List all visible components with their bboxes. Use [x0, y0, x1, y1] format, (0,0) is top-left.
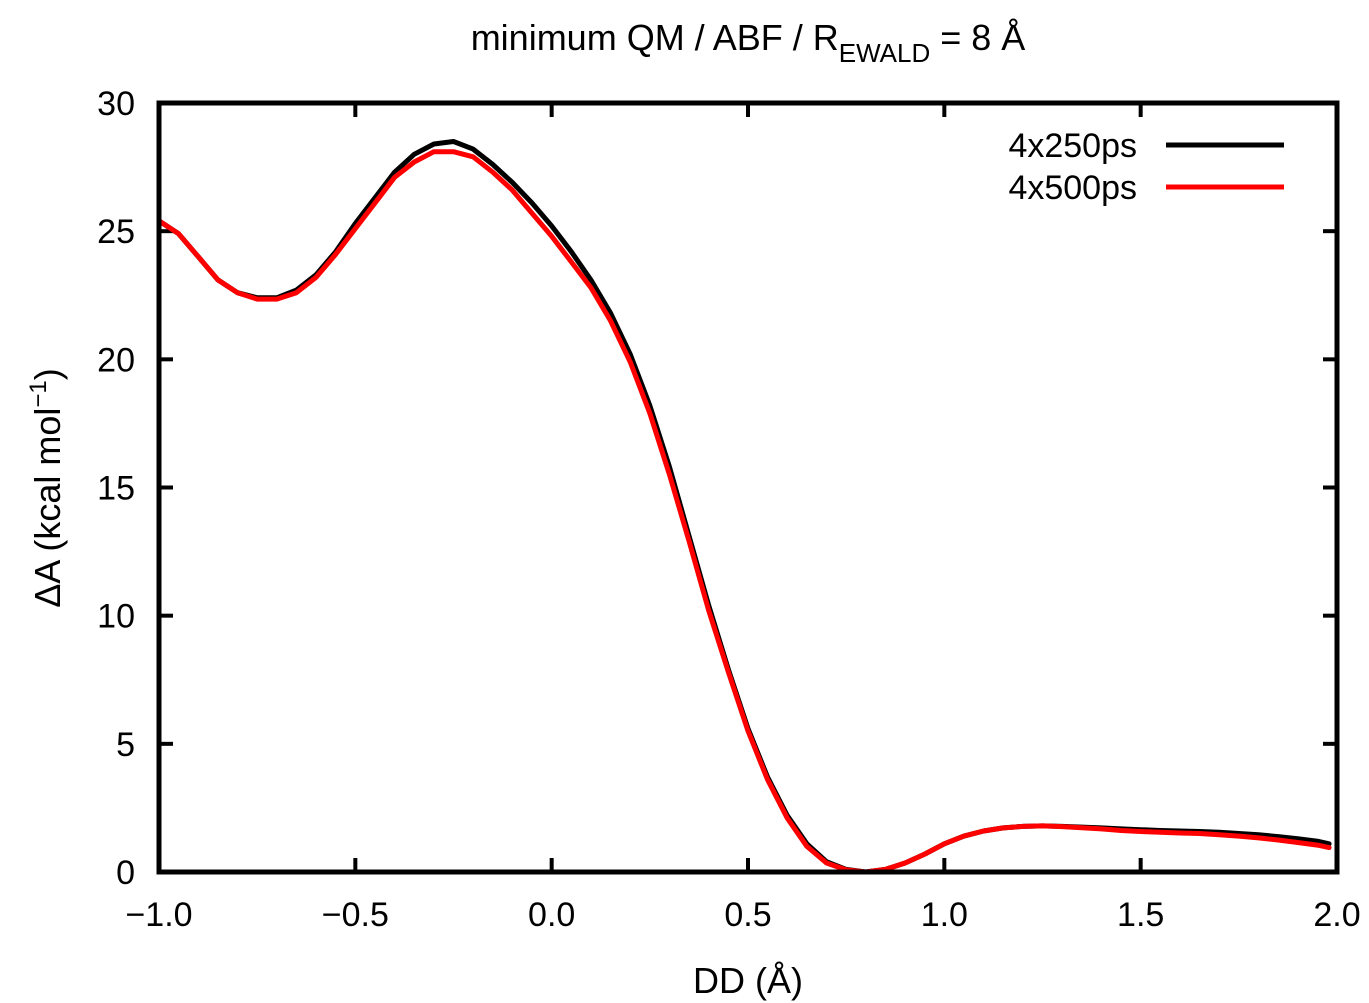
- legend-label: 4x500ps: [1008, 169, 1137, 207]
- y-axis-label-main: ΔA (kcal mol: [27, 408, 68, 608]
- legend: 4x250ps 4x500ps: [1008, 127, 1284, 207]
- y-tick-label: 0: [116, 854, 135, 892]
- y-tick-label: 15: [97, 470, 135, 508]
- chart-title-prefix: minimum QM / ABF / R: [471, 17, 839, 58]
- chart-title-suffix: = 8 Å: [930, 17, 1025, 58]
- y-axis-label-superscript: −1: [25, 380, 52, 407]
- y-axis-label: ΔA (kcal mol−1): [25, 368, 68, 607]
- chart-title: minimum QM / ABF / REWALD = 8 Å: [471, 17, 1026, 68]
- x-tick-label: 1.5: [1117, 896, 1164, 934]
- plot-frame: [156, 100, 1340, 875]
- chart-title-subscript: EWALD: [839, 38, 931, 68]
- y-axis-label-close: ): [27, 368, 68, 380]
- y-tick-label: 10: [97, 598, 135, 636]
- y-tick-label: 25: [97, 213, 135, 251]
- y-tick-label: 20: [97, 341, 135, 379]
- x-tick-label: −1.0: [125, 896, 192, 934]
- x-tick-label: −0.5: [322, 896, 389, 934]
- legend-label: 4x250ps: [1008, 127, 1137, 165]
- x-tick-label: 1.0: [921, 896, 968, 934]
- series-line-2: [156, 149, 1332, 875]
- series-lines: [156, 139, 1332, 875]
- x-tick-label: 0.5: [724, 896, 771, 934]
- x-tick-label: 2.0: [1313, 896, 1360, 934]
- x-axis-label: DD (Å): [693, 960, 803, 1001]
- tick-labels: −1.0 −0.5 0.0 0.5 1.0 1.5 2.0 0 5 10 15 20 25 30: [97, 85, 1360, 934]
- y-tick-label: 30: [97, 85, 135, 123]
- y-tick-label: 5: [116, 726, 135, 764]
- x-tick-label: 0.0: [528, 896, 575, 934]
